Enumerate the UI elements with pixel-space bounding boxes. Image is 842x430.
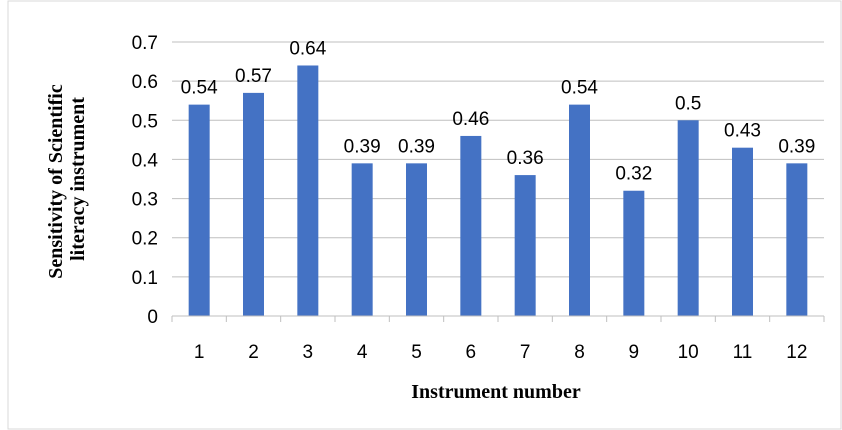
y-tick-label: 0.4 [132, 150, 159, 171]
data-label: 0.54 [181, 78, 218, 99]
x-axis-title: Instrument number [411, 381, 581, 403]
x-tick-label: 11 [733, 342, 753, 363]
y-tick-label: 0 [147, 307, 158, 328]
grid-lines [172, 41, 824, 278]
data-label: 0.39 [344, 136, 381, 157]
bar [786, 163, 808, 316]
bars [188, 65, 808, 317]
data-label: 0.46 [452, 109, 489, 130]
bar [406, 163, 427, 316]
x-tick-label: 9 [629, 342, 640, 363]
data-label: 0.57 [235, 66, 272, 87]
x-tick-label: 10 [678, 342, 699, 363]
x-tick-label: 4 [357, 342, 368, 363]
bar [732, 147, 753, 316]
y-tick-label: 0.6 [132, 72, 158, 93]
bar [297, 65, 319, 316]
data-label: 0.39 [398, 136, 435, 157]
y-axis-title-line-1: Sensitivity of Scientific [45, 84, 67, 279]
bar [243, 92, 264, 316]
x-tick-label: 7 [520, 342, 531, 363]
y-tick-label: 0.1 [132, 268, 158, 289]
x-tick-label: 12 [786, 342, 807, 363]
bar [569, 104, 590, 316]
data-label: 0.64 [289, 38, 326, 59]
x-tick-label: 5 [411, 342, 422, 363]
bar [188, 104, 210, 316]
data-label: 0.39 [778, 136, 815, 157]
data-labels: 0.54 0.57 0.64 0.39 0.39 0.46 0.36 0.54 0.32 0.5 0… [181, 38, 816, 184]
data-label: 0.32 [615, 164, 652, 185]
y-tick-label: 0.5 [132, 111, 158, 132]
y-tick-label: 0.7 [132, 33, 158, 54]
bar [514, 175, 536, 316]
data-label: 0.5 [675, 93, 701, 114]
y-tick-label: 0.3 [132, 190, 158, 211]
y-axis-title: Sensitivity of Scientific literacy instr… [45, 79, 89, 278]
x-tick-label: 3 [303, 342, 314, 363]
x-tick-label: 2 [248, 342, 259, 363]
y-axis-title-line-2: literacy instrument [67, 97, 89, 261]
axes: 00.10.20.30.40.50.60.71 2 3 4 5 6 7 8 9 10 11 12 [132, 33, 825, 363]
bar [351, 163, 373, 316]
data-label: 0.54 [561, 78, 598, 99]
data-label: 0.43 [724, 121, 761, 142]
x-tick-label: 6 [466, 342, 477, 363]
bar [677, 120, 699, 317]
x-tick-label: 1 [194, 342, 205, 363]
bar [460, 135, 482, 316]
x-tick-label: 8 [574, 342, 585, 363]
y-tick-label: 0.2 [132, 229, 158, 250]
data-label: 0.36 [507, 148, 544, 169]
bar [623, 190, 645, 316]
